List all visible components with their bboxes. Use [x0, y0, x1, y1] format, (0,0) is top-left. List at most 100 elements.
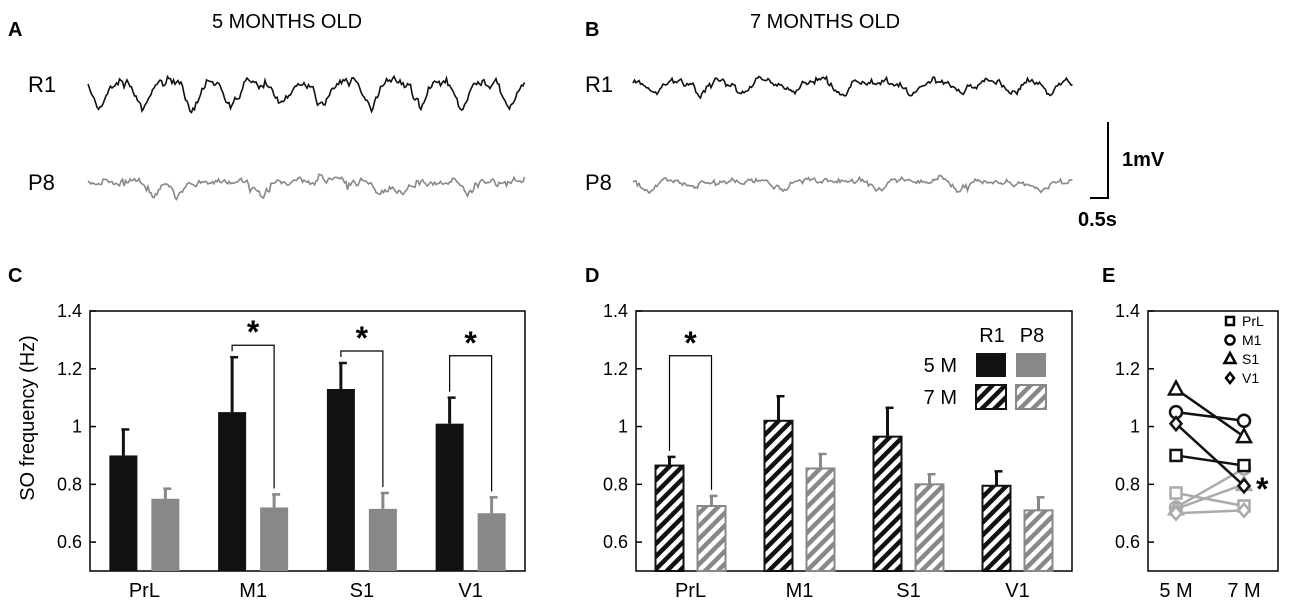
legend-row-5-m: 5 M	[924, 355, 957, 377]
bar-r1-7-m-s1	[872, 435, 903, 572]
bar-r1-5-m-m1	[218, 412, 247, 571]
legend-label-prl: PrL	[1242, 313, 1264, 329]
panel-c-label: C	[8, 265, 22, 287]
panel-b-label: B	[585, 19, 599, 41]
plot-frame	[1147, 310, 1279, 572]
y-tick-label: 1.4	[603, 301, 628, 321]
panel-b-trace-label-r1: R1	[585, 72, 613, 97]
bar-r1-7-m-prl	[654, 464, 685, 572]
x-tick-label-s1: S1	[350, 580, 374, 602]
y-tick-label: 0.6	[1115, 532, 1140, 552]
bar-p8-5-m-m1	[260, 507, 289, 571]
significance-bracket	[340, 350, 384, 487]
significance-star: *	[356, 320, 369, 356]
legend-label-v1: V1	[1242, 370, 1259, 386]
x-tick-label-prl: PrL	[675, 580, 706, 602]
significance-bracket	[668, 355, 713, 490]
marker-s1-r1-7-m	[1234, 426, 1254, 444]
y-tick-label: 1.2	[57, 359, 82, 379]
bar-p8-7-m-prl	[696, 505, 727, 572]
legend-marker-prl	[1224, 315, 1236, 327]
significance-star: *	[684, 325, 697, 361]
plot-frame	[635, 310, 1073, 572]
legend-row-7-m: 7 M	[924, 387, 957, 409]
x-tick-label-m1: M1	[239, 580, 267, 602]
y-tick-label: 1.2	[1115, 359, 1140, 379]
panel-e-chart: E 0.6 0.8 1 1.2 1.4 5 M 7 M * PrL M1 S1 V1	[1102, 265, 1279, 602]
y-tick-label: 0.6	[57, 532, 82, 552]
x-tick-label-v1: V1	[458, 580, 482, 602]
panel-a-r1-trace	[87, 74, 526, 114]
bar-p8-7-m-s1	[914, 483, 945, 573]
legend-swatch-r1-5-m	[976, 353, 1006, 377]
scale-bar-time: 0.5s	[1078, 209, 1117, 231]
line-m1-r1	[1175, 410, 1245, 423]
marker-prl-r1-7-m	[1237, 458, 1251, 473]
bar-p8-5-m-prl	[151, 498, 180, 571]
scale-bar-amplitude: 1mV	[1122, 149, 1165, 171]
significance-star: *	[247, 314, 260, 350]
significance-bracket	[231, 344, 275, 489]
panel-a-trace-label-p8: P8	[28, 170, 55, 195]
bar-r1-5-m-v1	[435, 423, 464, 571]
bar-r1-7-m-m1	[763, 419, 794, 572]
bar-r1-5-m-prl	[109, 455, 138, 571]
line-s1-p8	[1175, 483, 1245, 511]
x-tick-label-m1: M1	[786, 580, 814, 602]
marker-v1-r1-5-m	[1168, 415, 1184, 433]
bar-p8-7-m-v1	[1023, 509, 1054, 573]
line-v1-p8	[1175, 509, 1245, 515]
y-tick-label: 0.8	[1115, 474, 1140, 494]
marker-s1-r1-5-m	[1166, 378, 1186, 396]
y-tick-label: 1	[618, 417, 628, 437]
significance-star: *	[1256, 471, 1269, 507]
marker-v1-p8-5-m	[1168, 504, 1184, 522]
significance-bracket	[449, 355, 493, 492]
y-tick-label: 1.4	[1115, 301, 1140, 321]
legend-column-r1: R1	[979, 325, 1005, 347]
x-tick-label-s1: S1	[896, 580, 920, 602]
legend-column-p8: P8	[1020, 325, 1044, 347]
bar-p8-5-m-s1	[368, 508, 397, 571]
panel-e-label: E	[1102, 265, 1115, 287]
line-s1-r1	[1175, 387, 1245, 438]
y-tick-label: 0.8	[603, 474, 628, 494]
bar-r1-7-m-v1	[981, 484, 1012, 572]
significance-star: *	[464, 325, 477, 361]
panel-b-title: 7 MONTHS OLD	[750, 11, 900, 33]
panel-a-trace-label-r1: R1	[28, 72, 56, 97]
legend-swatch-p8-5-m	[1016, 353, 1046, 377]
legend-label-s1: S1	[1242, 351, 1259, 367]
marker-v1-p8-7-m	[1236, 501, 1252, 519]
y-axis-label: SO frequency (Hz)	[17, 335, 39, 501]
legend-marker-v1	[1224, 370, 1236, 386]
legend-label-m1: M1	[1242, 332, 1262, 348]
panel-b-p8-trace	[632, 174, 1073, 195]
bar-p8-5-m-v1	[477, 513, 506, 571]
x-tick-label-5-m: 5 M	[1159, 580, 1192, 602]
panel-b: B 7 MONTHS OLD R1 P8 1mV 0.5s	[585, 11, 1165, 231]
plot-frame	[89, 310, 526, 572]
legend-swatch-p8-7-m	[1015, 384, 1047, 410]
y-tick-label: 1.2	[603, 359, 628, 379]
bar-p8-7-m-m1	[805, 467, 836, 573]
x-tick-label-prl: PrL	[129, 580, 160, 602]
marker-prl-r1-5-m	[1169, 448, 1183, 463]
panel-d-label: D	[585, 265, 599, 287]
y-tick-label: 1.4	[57, 301, 82, 321]
panel-c-chart: C SO frequency (Hz) 0.6 0.8 1 1.2 1.4 PrL M1 S1…	[8, 265, 526, 602]
legend-marker-s1	[1222, 350, 1238, 365]
panel-d-chart: D 0.6 0.8 1 1.2 1.4 PrL M1 S1 V1 * R1 P8 5 M 7 M	[585, 265, 1073, 602]
line-prl-r1	[1175, 454, 1245, 467]
x-tick-label-v1: V1	[1005, 580, 1029, 602]
line-v1-r1	[1175, 422, 1245, 487]
marker-v1-r1-7-m	[1236, 477, 1252, 495]
x-tick-label-7-m: 7 M	[1227, 580, 1260, 602]
scale-bar	[1090, 122, 1109, 199]
y-tick-label: 0.6	[603, 532, 628, 552]
y-tick-label: 1	[72, 417, 82, 437]
panel-a: A 5 MONTHS OLD R1 P8	[8, 11, 526, 201]
line-prl-p8	[1175, 491, 1245, 508]
bar-r1-5-m-s1	[326, 389, 355, 571]
